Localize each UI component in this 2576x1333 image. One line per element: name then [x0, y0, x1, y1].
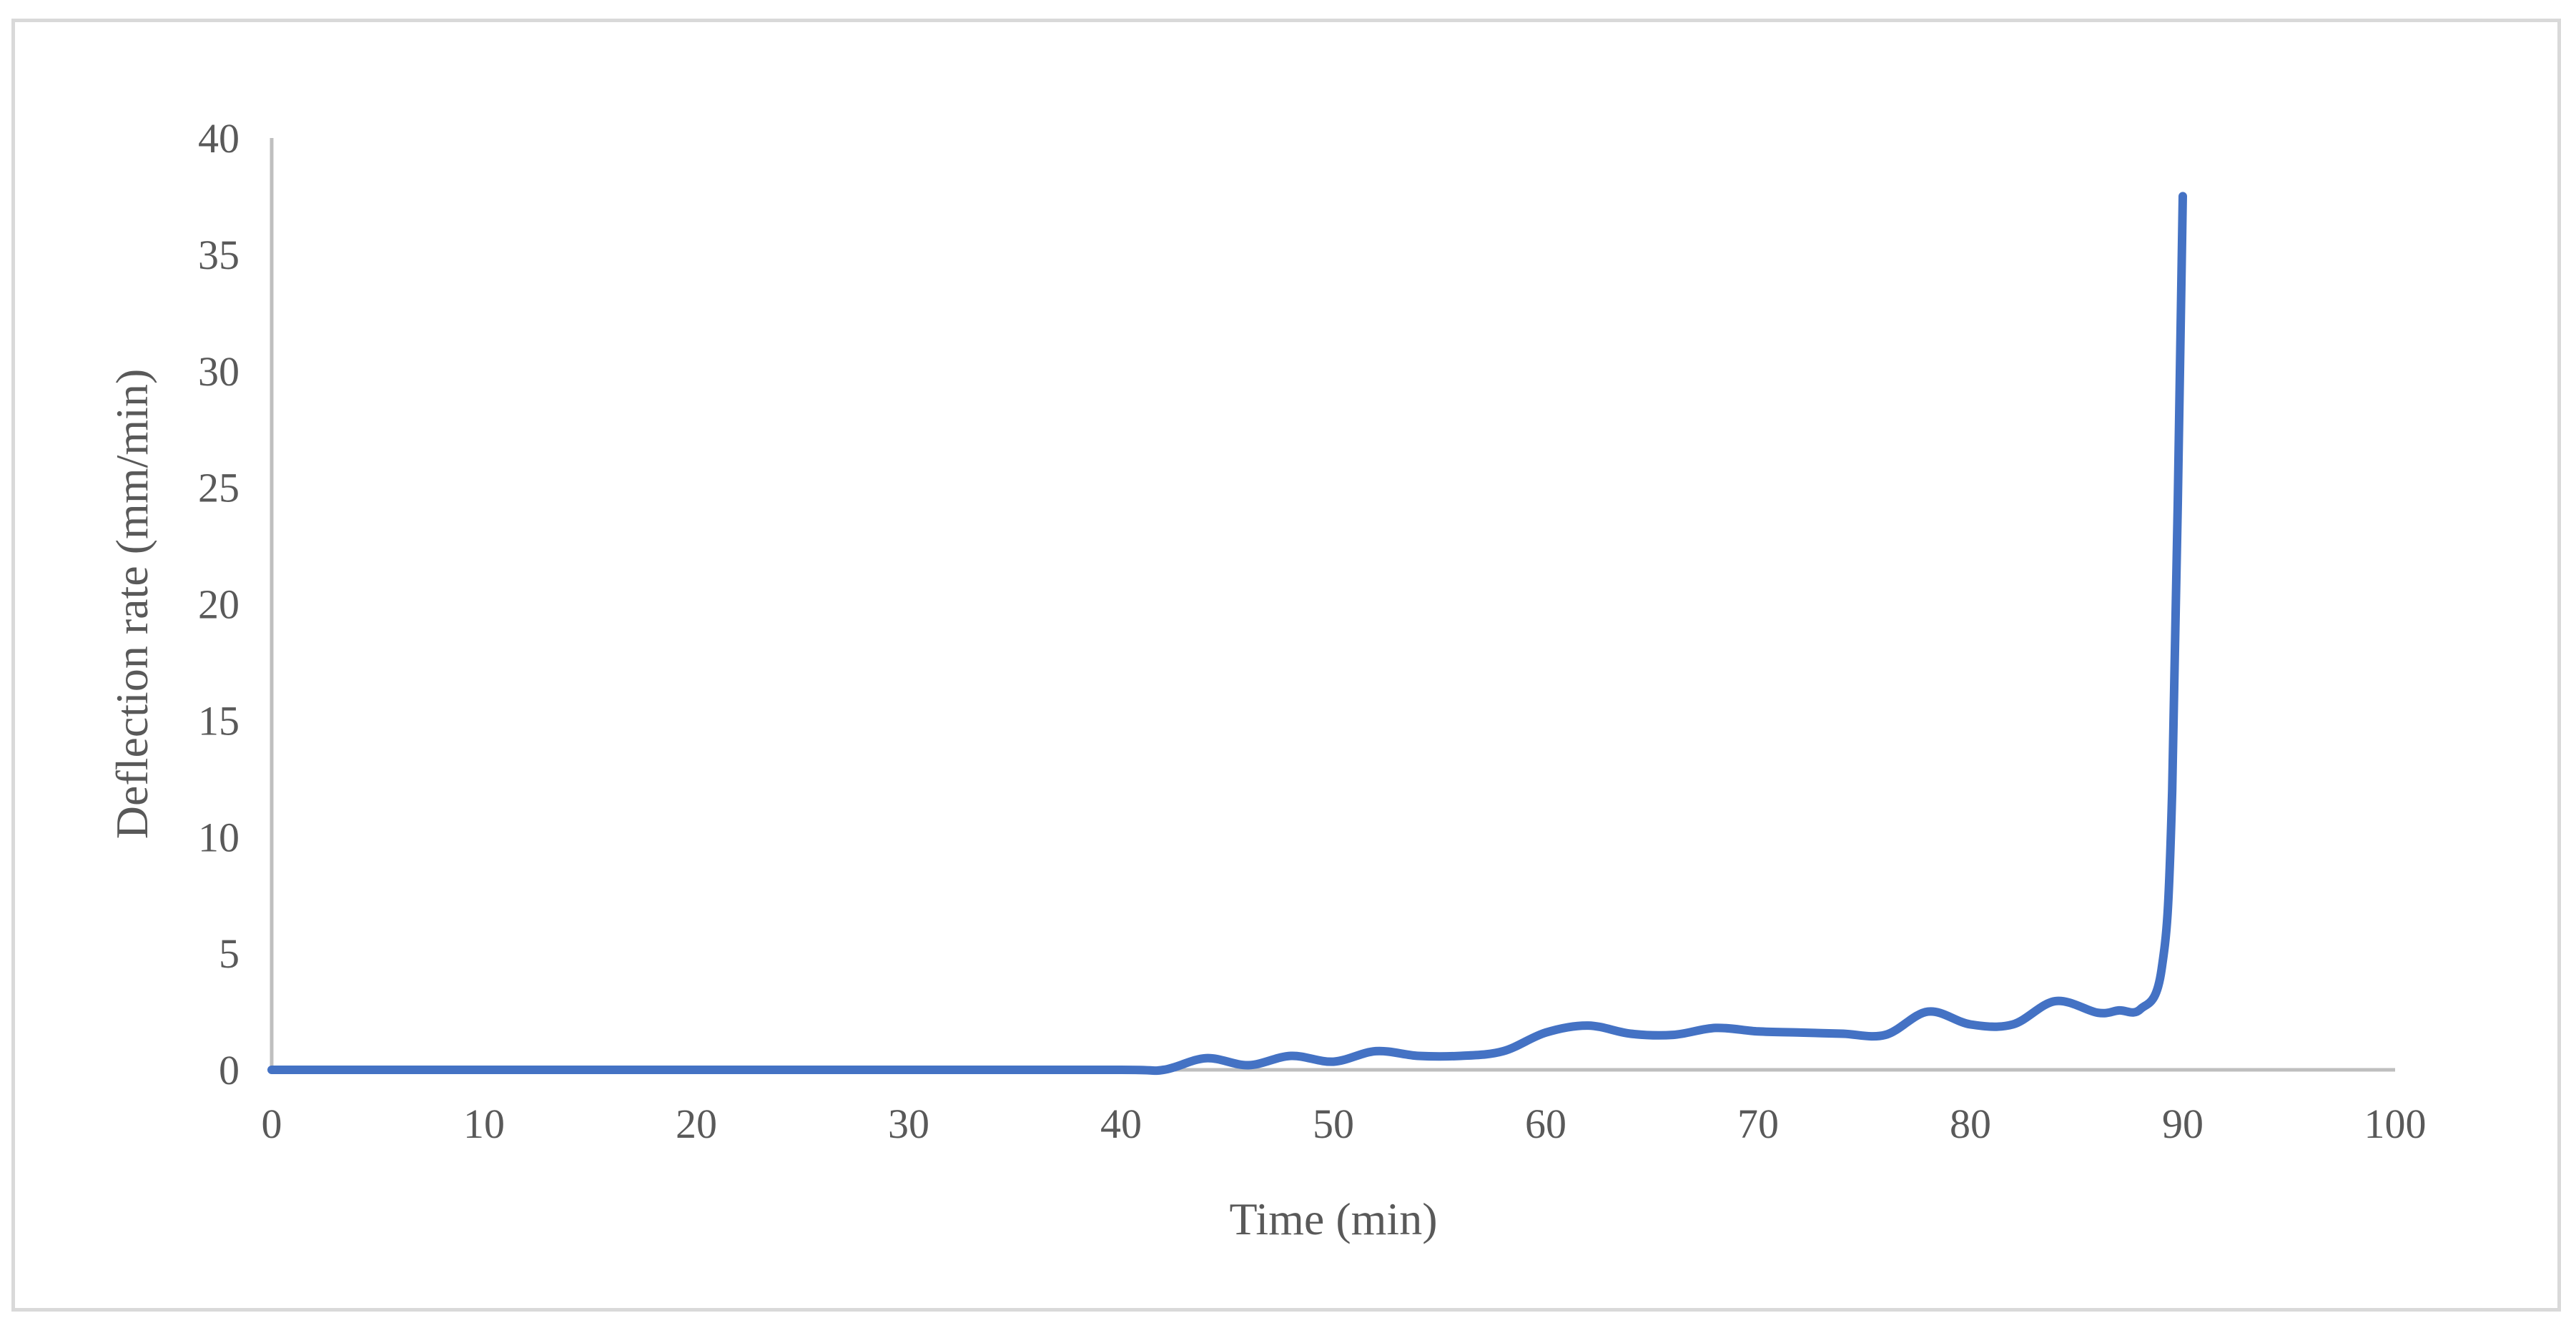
x-tick-label: 50: [1313, 1101, 1354, 1147]
line-chart: 0 10 20 30 40 50 60 70 80 90 100 0 5 10 15 20 25 30 35 40 T…: [107, 115, 2427, 1244]
chart-frame: 0 10 20 30 40 50 60 70 80 90 100 0 5 10 15 20 25 30 35 40 T…: [11, 19, 2561, 1312]
x-tick-label: 90: [2162, 1101, 2204, 1147]
x-tick-label: 40: [1100, 1101, 1142, 1147]
y-tick-label: 10: [198, 814, 240, 860]
y-tick-label: 40: [198, 115, 240, 162]
x-tick-label: 0: [262, 1101, 282, 1147]
x-tick-label: 30: [888, 1101, 929, 1147]
x-tick-label: 60: [1525, 1101, 1566, 1147]
series-layer: [267, 192, 2187, 1076]
y-tick-label: 0: [219, 1047, 240, 1093]
x-tick-label: 80: [1950, 1101, 1991, 1147]
y-axis-title: Deflection rate (mm/min): [107, 369, 157, 840]
y-tick-label: 25: [198, 465, 240, 511]
x-tick-label: 20: [676, 1101, 717, 1147]
y-tick-label: 35: [198, 232, 240, 278]
x-tick-label: 10: [463, 1101, 505, 1147]
axes: [270, 138, 2395, 1072]
y-tick-label: 30: [198, 348, 240, 395]
tick-labels: 0 10 20 30 40 50 60 70 80 90 100 0 5 10 15 20 25 30 35 40: [198, 115, 2427, 1147]
y-tick-label: 15: [198, 697, 240, 744]
y-tick-label: 20: [198, 581, 240, 628]
x-tick-label: 100: [2364, 1101, 2427, 1147]
y-tick-label: 5: [219, 930, 240, 977]
x-tick-label: 70: [1737, 1101, 1779, 1147]
x-axis-title: Time (min): [1230, 1194, 1438, 1244]
series-line: [267, 192, 2187, 1076]
